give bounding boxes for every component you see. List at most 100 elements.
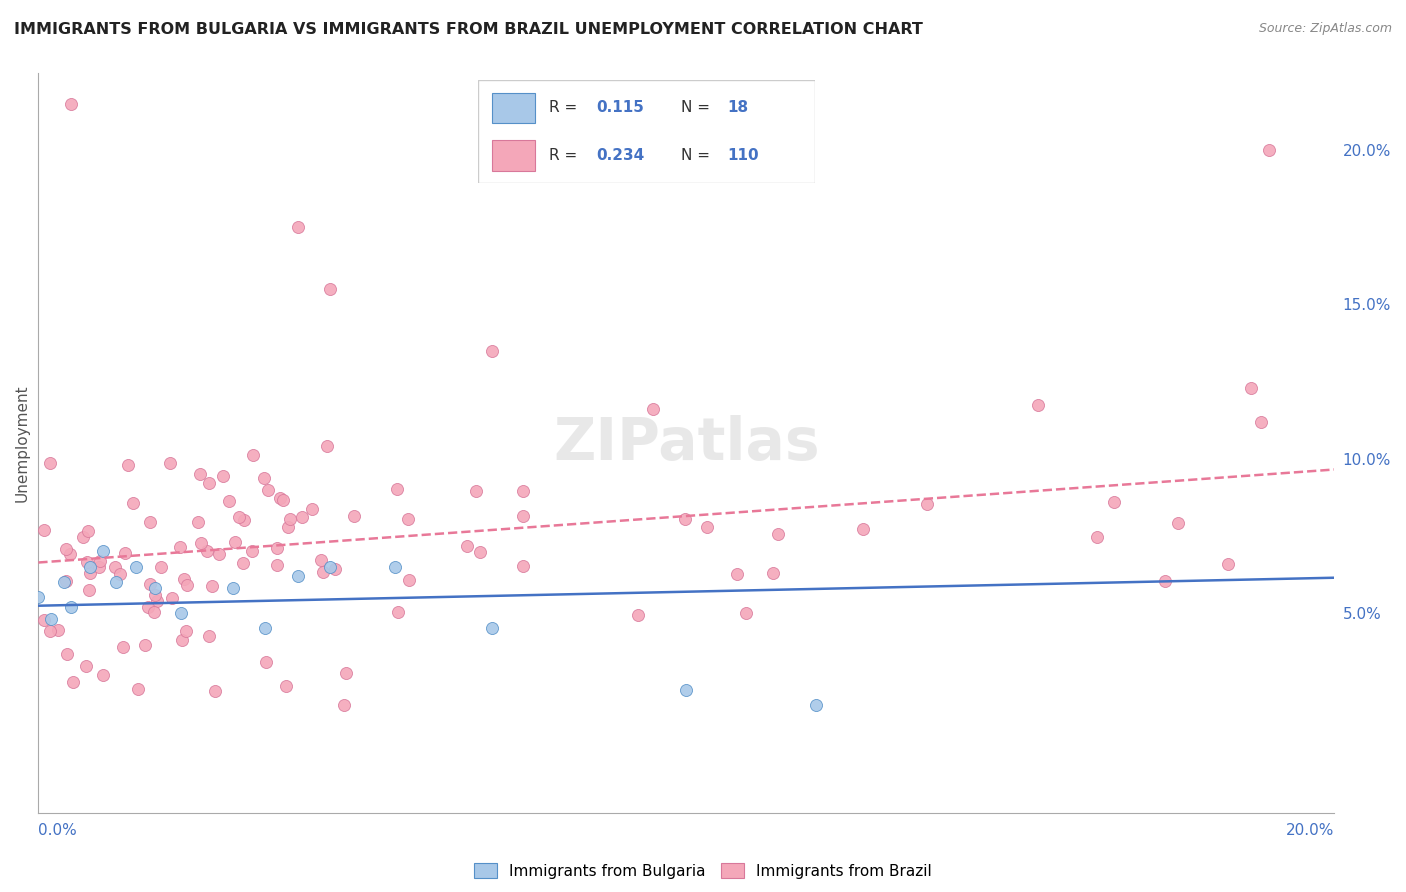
Point (39, 624, 62, 638)
Point (481, 621, 503, 635)
Point (27, 591, 49, 605)
Point (139, 515, 162, 529)
Point (804, 698, 827, 713)
Point (124, 559, 146, 574)
Point (187, 515, 209, 529)
Y-axis label: Unemployment: Unemployment (15, 384, 30, 502)
Point (917, 497, 939, 511)
FancyBboxPatch shape (492, 93, 536, 123)
Text: R =: R = (548, 101, 582, 115)
Point (278, 512, 301, 526)
Point (627, 608, 650, 623)
Point (335, 666, 357, 681)
Point (89, 554, 111, 568)
Point (343, 509, 366, 524)
Point (1153, 574, 1175, 588)
Point (291, 509, 314, 524)
Point (218, 493, 240, 508)
Point (190, 536, 212, 550)
Point (274, 679, 297, 693)
Point (211, 468, 233, 483)
Point (48, 623, 70, 637)
Point (253, 470, 276, 484)
Point (55, 574, 77, 588)
Point (77, 524, 100, 539)
Point (169, 540, 191, 554)
Point (512, 483, 534, 498)
Point (59, 548, 82, 562)
Point (673, 512, 696, 526)
Point (232, 513, 254, 527)
Point (385, 482, 408, 496)
Point (311, 553, 333, 567)
Legend: Immigrants from Bulgaria, Immigrants from Brazil: Immigrants from Bulgaria, Immigrants fro… (468, 856, 938, 885)
Point (387, 606, 409, 620)
Point (32, 613, 55, 627)
Point (222, 581, 245, 595)
Point (170, 632, 193, 647)
Text: 0.234: 0.234 (596, 148, 644, 162)
Point (312, 565, 335, 579)
Point (198, 475, 221, 490)
Text: N =: N = (681, 148, 714, 162)
Point (79, 559, 101, 574)
Point (56, 647, 79, 661)
Point (240, 544, 263, 558)
Point (1167, 516, 1189, 531)
Point (512, 509, 534, 524)
Text: 20.0%: 20.0% (1286, 822, 1334, 838)
Point (197, 628, 219, 642)
Point (762, 566, 785, 580)
Point (319, 559, 342, 574)
Point (127, 681, 149, 696)
Point (72, 531, 94, 545)
Point (456, 539, 478, 553)
Point (143, 605, 166, 619)
Point (201, 579, 224, 593)
Point (75, 659, 97, 673)
Point (34, 523, 56, 537)
Point (465, 483, 488, 498)
FancyBboxPatch shape (478, 80, 815, 183)
Point (188, 467, 211, 481)
Text: Source: ZipAtlas.com: Source: ZipAtlas.com (1258, 22, 1392, 36)
Point (38, 456, 60, 470)
Point (768, 527, 790, 541)
Point (512, 559, 534, 574)
Point (136, 599, 159, 614)
Point (195, 544, 218, 558)
Point (77, 582, 100, 597)
Point (62, 675, 84, 690)
Point (266, 541, 288, 555)
Point (470, 545, 492, 559)
Point (232, 556, 254, 570)
Point (224, 535, 246, 549)
Point (696, 520, 718, 534)
Point (675, 682, 697, 697)
Point (269, 491, 291, 505)
Point (108, 566, 131, 581)
Point (104, 560, 127, 574)
Point (1102, 495, 1125, 509)
Point (1085, 530, 1108, 544)
Point (254, 655, 277, 669)
Point (55, 541, 77, 556)
Point (384, 559, 406, 574)
Point (852, 522, 875, 536)
Point (160, 591, 183, 605)
Point (173, 572, 195, 586)
Text: N =: N = (681, 101, 714, 115)
Text: 0.115: 0.115 (596, 101, 644, 115)
Point (59, 599, 82, 614)
Point (134, 638, 156, 652)
Point (91, 668, 114, 682)
Point (174, 624, 197, 638)
Point (150, 560, 173, 574)
Point (316, 440, 339, 454)
Point (170, 606, 193, 620)
Point (79, 566, 101, 580)
Point (208, 547, 231, 561)
Point (159, 456, 181, 470)
Point (59, 96, 82, 111)
Point (87, 559, 110, 574)
